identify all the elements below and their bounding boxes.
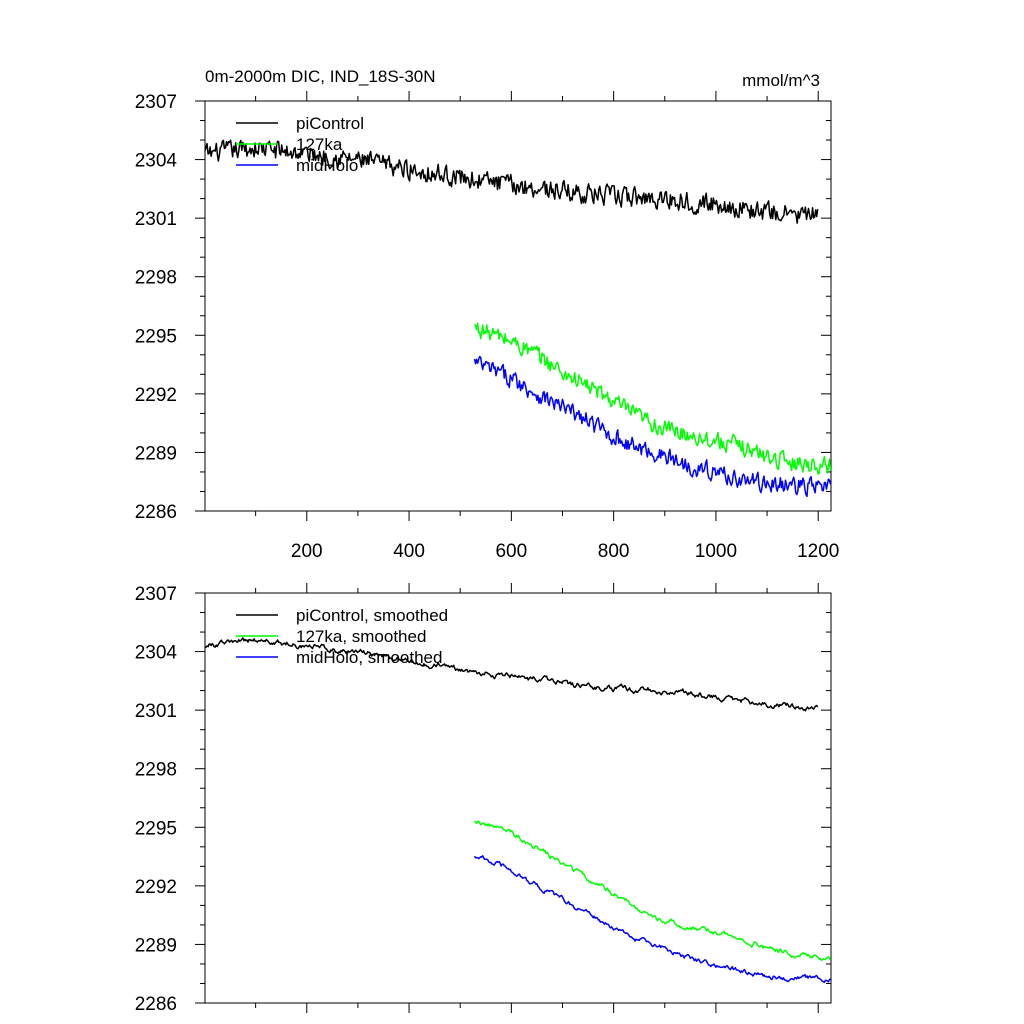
y-tick-label: 2289: [135, 935, 177, 956]
y-tick-label: 2304: [135, 643, 178, 664]
y-tick-label: 2286: [135, 502, 177, 523]
x-tick-label: 400: [393, 541, 425, 562]
x-tick-label: 1000: [695, 541, 737, 562]
y-tick-label: 2292: [135, 385, 177, 406]
y-tick-label: 2298: [135, 760, 177, 781]
panel-bottom: 2286 2289 2292 2295 2298 2301 2304 2307 piContro…: [135, 583, 832, 1015]
y-tick-label: 2301: [135, 209, 177, 230]
x-tick-label: 600: [495, 541, 527, 562]
plot-area: 2286 2289 2292 2295 2298 2301 2304 2307 200 400 60…: [135, 91, 839, 562]
x-tick-label: 800: [598, 541, 630, 562]
series-line: [473, 322, 832, 475]
panel-top: 0m-2000m DIC, IND_18S-30N mmol/m^3 22862…: [135, 67, 840, 562]
plot-frame: [204, 592, 832, 1004]
legend-label: 127ka: [296, 135, 343, 154]
y-tick-label: 2301: [135, 701, 177, 722]
y-tick-label: 2295: [135, 818, 177, 839]
legend-label: midHolo: [296, 156, 358, 175]
y-tick-label: 2295: [135, 326, 177, 347]
x-tick-label: 1200: [797, 541, 839, 562]
series-line: [473, 355, 832, 498]
legend-label: piControl: [296, 114, 364, 133]
legend-label: piControl, smoothed: [296, 606, 448, 625]
legend-label: midHolo, smoothed: [296, 648, 442, 667]
legend-label: 127ka, smoothed: [296, 627, 426, 646]
y-tick-label: 2307: [135, 92, 177, 113]
series-line: [473, 855, 831, 984]
y-tick-label: 2286: [135, 994, 177, 1015]
series-line: [204, 139, 819, 224]
y-tick-label: 2289: [135, 443, 177, 464]
y-tick-label: 2292: [135, 877, 177, 898]
y-tick-label: 2304: [135, 151, 178, 172]
plot-area: 2286 2289 2292 2295 2298 2301 2304 2307 piContro…: [135, 583, 832, 1015]
y-tick-label: 2307: [135, 584, 177, 605]
y-tick-label: 2298: [135, 268, 177, 289]
plot-frame: [204, 100, 832, 512]
series-line: [474, 820, 832, 961]
x-tick-label: 200: [291, 541, 323, 562]
series-line: [204, 637, 819, 712]
chart-title: 0m-2000m DIC, IND_18S-30N: [205, 67, 436, 86]
units-label: mmol/m^3: [742, 71, 820, 90]
